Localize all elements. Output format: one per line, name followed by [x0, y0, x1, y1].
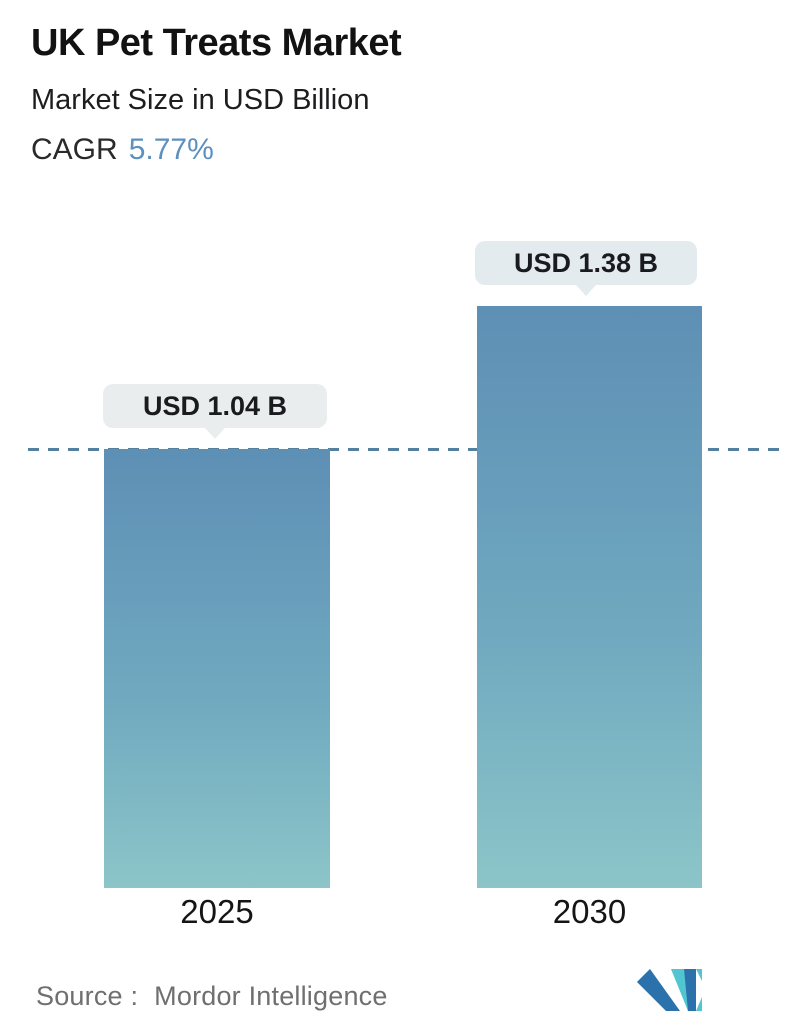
value-tooltip-2025: USD 1.04 B: [103, 384, 327, 428]
value-label-2025: USD 1.04 B: [142, 390, 288, 421]
source-label: Source :: [36, 981, 139, 1011]
cagr-line: CAGR 5.77%: [31, 133, 214, 167]
mordor-intelligence-logo: [637, 969, 702, 1011]
value-label-2030: USD 1.38 B: [513, 247, 659, 278]
cagr-value: 5.77%: [128, 133, 214, 166]
bar-2030: [477, 306, 702, 888]
cagr-label: CAGR: [31, 133, 118, 166]
x-axis-label-2025: 2025: [180, 893, 254, 930]
x-axis-label-2030: 2030: [552, 893, 627, 930]
reference-dashed-line: [28, 448, 783, 451]
source-value: Mordor Intelligence: [154, 981, 388, 1011]
page-title: UK Pet Treats Market: [31, 22, 402, 64]
source-caption: Source : Mordor Intelligence: [36, 981, 388, 1012]
chart-subtitle: Market Size in USD Billion: [31, 84, 370, 116]
bar-2025: [104, 449, 330, 888]
value-tooltip-2030: USD 1.38 B: [475, 241, 697, 285]
